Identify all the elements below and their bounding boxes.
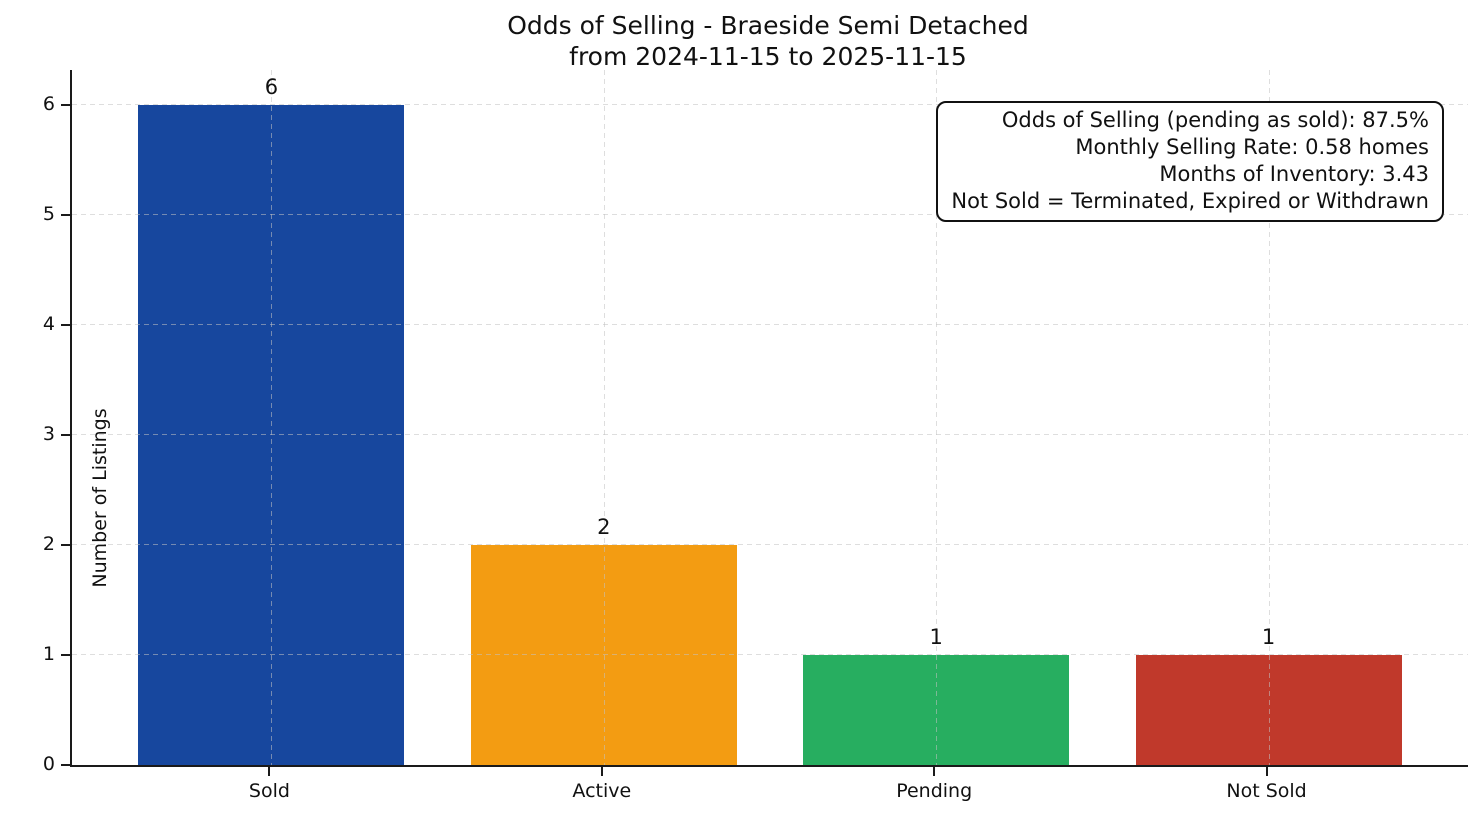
y-tick-mark [61, 544, 70, 547]
bar-pending [803, 655, 1070, 765]
bar-value-label: 2 [597, 515, 611, 540]
y-tick-label: 6 [42, 93, 55, 116]
y-tick-label: 4 [42, 313, 55, 336]
x-tick-mark [933, 767, 936, 776]
stats-line: Not Sold = Terminated, Expired or Withdr… [951, 189, 1429, 213]
x-tick-label-pending: Pending [896, 780, 973, 802]
gridline-horizontal [72, 104, 1468, 106]
y-tick-label: 1 [42, 643, 55, 666]
y-tick-mark [61, 324, 70, 327]
y-tick-mark [61, 654, 70, 657]
x-tick-mark [600, 767, 603, 776]
x-tick-label-active: Active [572, 780, 632, 802]
gridline-horizontal [72, 214, 1468, 216]
stats-annotation-box: Odds of Selling (pending as sold): 87.5%… [936, 101, 1444, 222]
gridline-vertical [271, 70, 273, 765]
stats-line: Months of Inventory: 3.43 [1159, 162, 1429, 186]
stats-line: Monthly Selling Rate: 0.58 homes [1075, 135, 1429, 159]
x-tick-mark [1265, 767, 1268, 776]
gridline-horizontal [72, 324, 1468, 326]
bar-not-sold [1135, 655, 1402, 765]
y-tick-label: 2 [42, 533, 55, 556]
gridline-horizontal [72, 654, 1468, 656]
gridline-vertical [1268, 70, 1270, 765]
gridline-vertical [603, 70, 605, 765]
y-tick-mark [61, 434, 70, 437]
x-tick-mark [268, 767, 271, 776]
stats-line: Odds of Selling (pending as sold): 87.5% [1001, 108, 1429, 132]
x-tick-label-not-sold: Not Sold [1226, 780, 1307, 802]
bar-value-label: 6 [264, 75, 279, 100]
chart-title-line2: from 2024-11-15 to 2025-11-15 [569, 42, 967, 71]
x-tick-label-sold: Sold [248, 780, 290, 802]
bar-value-label: 1 [929, 625, 943, 650]
chart-title-line1: Odds of Selling - Braeside Semi Detached [507, 11, 1029, 40]
bar-value-label: 1 [1261, 625, 1276, 650]
y-tick-label: 0 [42, 753, 55, 775]
gridline-horizontal [72, 434, 1468, 436]
gridline-vertical [936, 70, 938, 765]
y-tick-mark [61, 104, 70, 107]
y-tick-mark [61, 764, 70, 766]
y-tick-label: 3 [42, 423, 55, 446]
y-tick-mark [61, 214, 70, 217]
chart-title: Odds of Selling - Braeside Semi Detached… [70, 10, 1466, 72]
y-tick-label: 5 [42, 203, 55, 226]
gridline-horizontal [72, 544, 1468, 546]
